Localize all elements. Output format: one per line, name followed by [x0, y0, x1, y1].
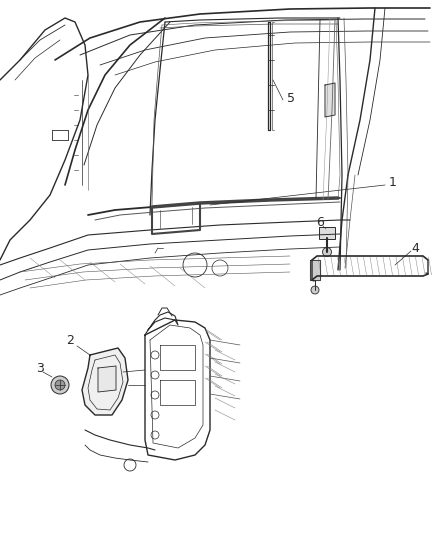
Text: 6: 6 — [316, 215, 324, 229]
Text: 1: 1 — [389, 176, 397, 190]
Text: 4: 4 — [411, 241, 419, 254]
Polygon shape — [82, 348, 128, 415]
Polygon shape — [325, 83, 335, 117]
Circle shape — [311, 286, 319, 294]
Circle shape — [55, 380, 65, 390]
Polygon shape — [310, 260, 320, 280]
Circle shape — [322, 247, 332, 256]
Circle shape — [51, 376, 69, 394]
FancyBboxPatch shape — [319, 227, 335, 239]
Polygon shape — [98, 366, 116, 392]
Text: 2: 2 — [66, 334, 74, 346]
Text: 5: 5 — [287, 93, 295, 106]
Text: 3: 3 — [36, 361, 44, 375]
